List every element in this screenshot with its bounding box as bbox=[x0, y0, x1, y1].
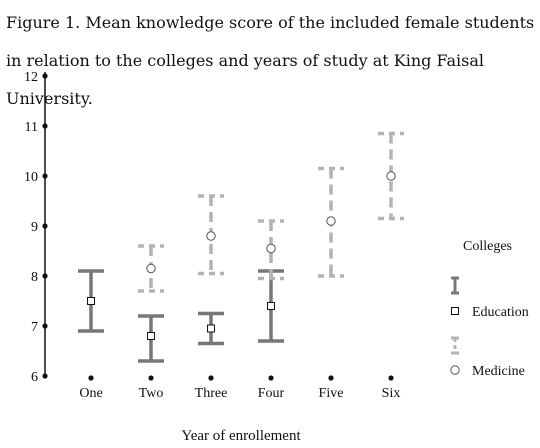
x-tick-label: Three bbox=[195, 386, 228, 401]
x-tick-mark bbox=[388, 375, 394, 381]
y-tick-mark bbox=[42, 223, 48, 229]
y-tick-mark bbox=[42, 323, 48, 329]
legend-label: Education bbox=[472, 305, 529, 320]
x-tick-label: Five bbox=[319, 386, 344, 401]
legend-marker-square bbox=[451, 307, 459, 315]
error-bar-medicine-four bbox=[258, 219, 284, 281]
legend-title: Colleges bbox=[463, 239, 512, 254]
y-tick-label: 7 bbox=[31, 320, 38, 335]
error-bar-education-three bbox=[198, 311, 224, 346]
mean-marker-circle bbox=[266, 243, 276, 254]
y-tick-label: 12 bbox=[24, 70, 38, 85]
legend-label: Medicine bbox=[472, 364, 525, 379]
mean-marker-square bbox=[267, 302, 275, 310]
x-tick-label: Four bbox=[258, 386, 285, 401]
y-tick-label: 10 bbox=[24, 170, 38, 185]
y-tick-label: 11 bbox=[25, 120, 38, 135]
error-bar-education-one bbox=[78, 269, 104, 333]
error-bar-medicine-five bbox=[318, 166, 344, 278]
error-bar-medicine-three bbox=[198, 194, 224, 276]
x-tick-mark bbox=[268, 375, 274, 381]
error-bar-medicine-two bbox=[138, 244, 164, 293]
mean-marker-square bbox=[87, 297, 95, 305]
y-tick-label: 9 bbox=[31, 220, 38, 235]
mean-marker-circle bbox=[206, 231, 216, 241]
legend-marker-circle bbox=[450, 365, 460, 375]
x-tick-mark bbox=[208, 375, 214, 381]
legend-item-education: Education bbox=[451, 276, 529, 320]
x-axis-title: Year of enrollement bbox=[181, 428, 301, 444]
y-tick-mark bbox=[42, 73, 48, 79]
x-tick-label: One bbox=[79, 386, 102, 401]
legend-item-medicine: Medicine bbox=[450, 336, 525, 379]
x-tick-mark bbox=[88, 375, 94, 381]
y-tick-label: 6 bbox=[31, 370, 38, 385]
mean-marker-circle bbox=[326, 216, 336, 226]
y-tick-mark bbox=[42, 123, 48, 129]
x-tick-mark bbox=[148, 375, 154, 381]
y-tick-label: 8 bbox=[31, 270, 38, 285]
chart-axes: 6 7 8 9 10 11 12 One Two Three Four Five Six Year of … bbox=[24, 70, 400, 444]
error-bar-education-two bbox=[138, 314, 164, 363]
error-bar-medicine-six bbox=[378, 131, 404, 221]
chart-marks bbox=[78, 131, 404, 363]
y-tick-mark bbox=[42, 273, 48, 279]
mean-marker-circle bbox=[386, 171, 396, 181]
y-tick-mark bbox=[42, 373, 48, 379]
x-tick-label: Six bbox=[382, 386, 401, 401]
error-bar-education-four bbox=[258, 269, 284, 343]
x-tick-label: Two bbox=[139, 386, 164, 401]
mean-marker-square bbox=[147, 332, 155, 340]
x-tick-mark bbox=[328, 375, 334, 381]
mean-marker-circle bbox=[146, 263, 156, 274]
y-tick-mark bbox=[42, 173, 48, 179]
figure-title: Figure 1. Mean knowledge score of the in… bbox=[6, 13, 535, 108]
mean-marker-square bbox=[207, 324, 215, 333]
chart-legend: Colleges Education Medicine bbox=[450, 239, 529, 379]
